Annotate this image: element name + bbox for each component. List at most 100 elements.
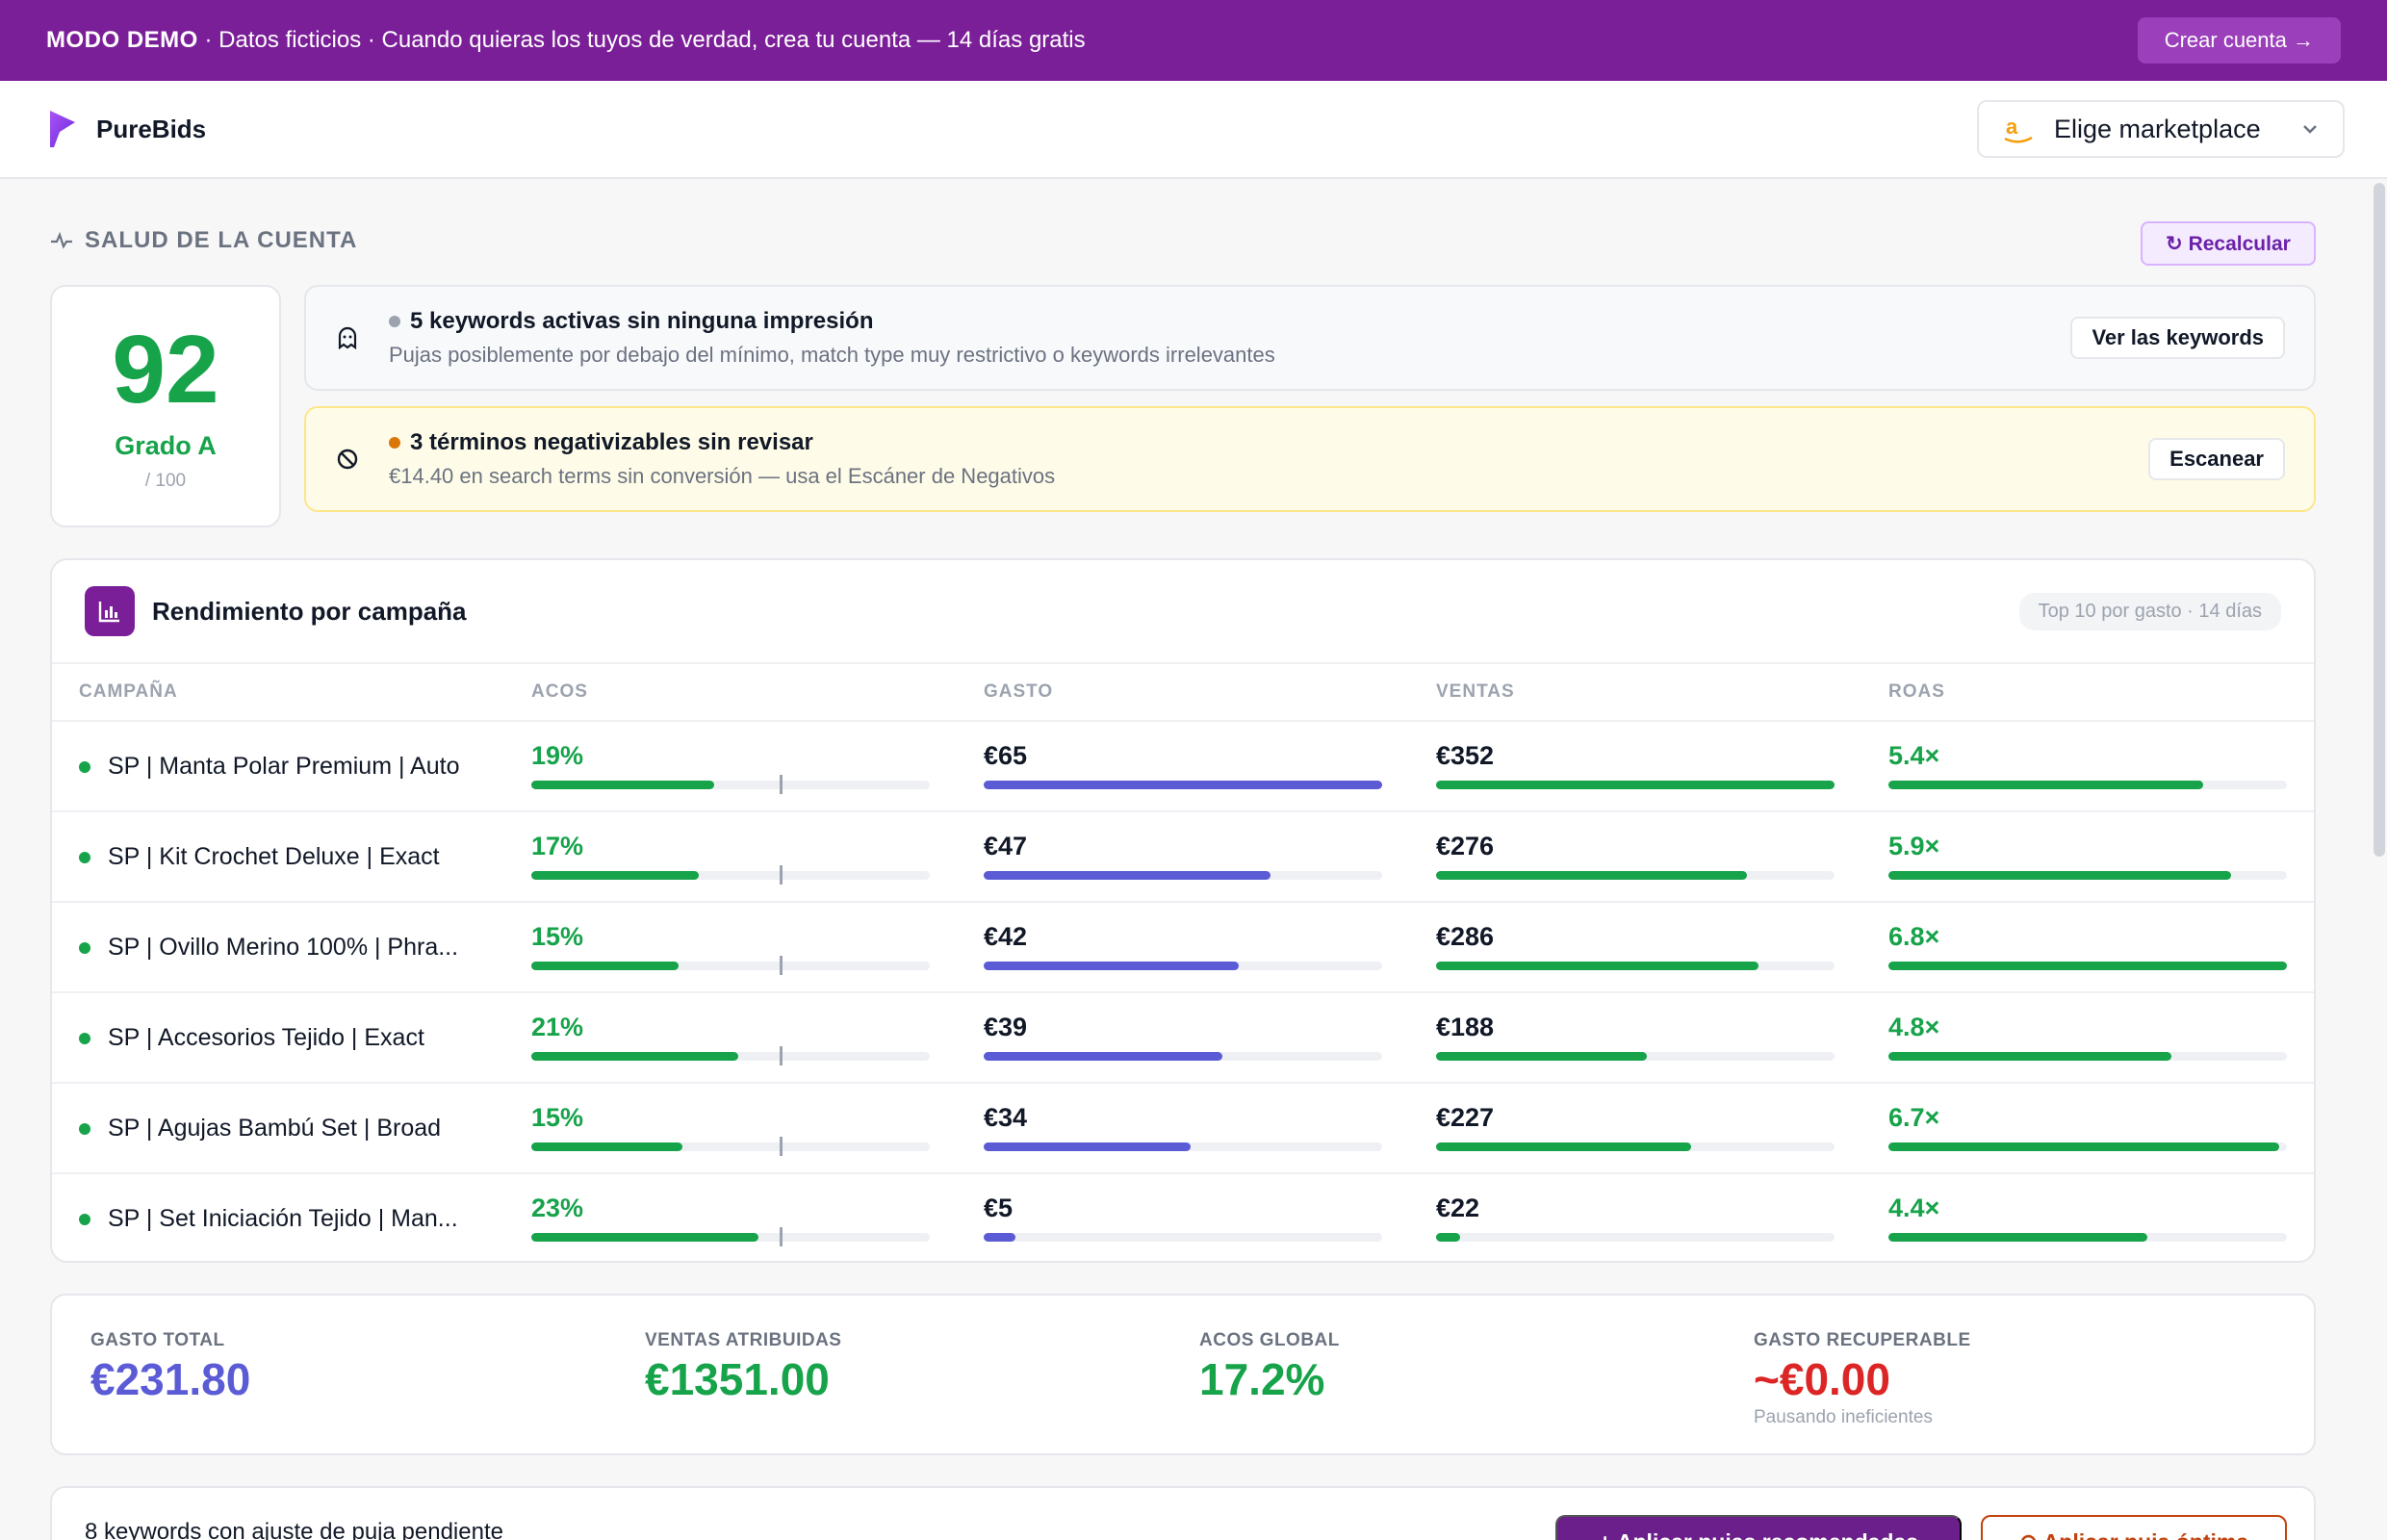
acos-target-marker	[780, 1046, 783, 1065]
campaign-name-cell[interactable]: SP | Kit Crochet Deluxe | Exact	[79, 843, 440, 871]
apply-recommended-bids-button[interactable]: + Aplicar pujas recomendadas	[1555, 1515, 1962, 1540]
spend-value: €42	[984, 922, 1028, 951]
acos-bar-fill	[531, 1233, 758, 1242]
roas-cell: 4.4×	[1888, 1194, 2287, 1242]
kpi-label: VENTAS ATRIBUIDAS	[645, 1330, 842, 1350]
spend-bar	[984, 1142, 1382, 1151]
apply-optimal-bid-button[interactable]: ⊙ Aplicar puja óptima	[1981, 1515, 2287, 1540]
roas-bar	[1888, 1233, 2287, 1242]
spend-cell: €47	[984, 832, 1382, 880]
column-header-spend[interactable]: GASTO	[984, 681, 1054, 702]
demo-banner: MODO DEMO · Datos ficticios · Cuando qui…	[0, 0, 2387, 81]
acos-bar	[531, 956, 930, 975]
view-keywords-button[interactable]: Ver las keywords	[2070, 317, 2285, 359]
spend-cell: €5	[984, 1194, 1382, 1242]
demo-banner-text: MODO DEMO · Datos ficticios · Cuando qui…	[46, 27, 1086, 54]
marketplace-label: Elige marketplace	[2054, 114, 2261, 143]
roas-bar-fill	[1888, 871, 2232, 880]
column-header-acos[interactable]: ACOS	[531, 681, 588, 702]
create-account-button[interactable]: Crear cuenta →	[2137, 17, 2341, 64]
spend-bar	[984, 781, 1382, 789]
alert-description: Pujas posiblemente por debajo del mínimo…	[389, 343, 1275, 367]
table-row[interactable]: SP | Manta Polar Premium | Auto 19% €65 €35…	[52, 722, 2314, 812]
roas-bar-fill	[1888, 962, 2287, 970]
campaign-name: SP | Agujas Bambú Set | Broad	[108, 1115, 442, 1142]
table-row[interactable]: SP | Ovillo Merino 100% | Phra... 15% €42 €…	[52, 903, 2314, 993]
spend-cell: €65	[984, 741, 1382, 789]
recalculate-button[interactable]: ↻ Recalcular	[2141, 221, 2316, 266]
spend-bar-fill	[984, 1052, 1223, 1061]
kpi-summary: GASTO TOTAL €231.80 VENTAS ATRIBUIDAS €1…	[50, 1294, 2316, 1455]
roas-bar	[1888, 781, 2287, 789]
sales-bar-fill	[1436, 1233, 1460, 1242]
svg-text:a: a	[2006, 115, 2018, 139]
sales-bar	[1436, 962, 1835, 970]
pending-bids-panel: 8 keywords con ajuste de puja pendiente …	[50, 1486, 2316, 1540]
page-scrollbar[interactable]	[2374, 183, 2385, 857]
campaign-performance-panel: Rendimiento por campaña Top 10 por gasto…	[50, 558, 2316, 1263]
roas-value: 4.4×	[1888, 1194, 1940, 1222]
sales-bar-fill	[1436, 781, 1835, 789]
sales-value: €276	[1436, 832, 1495, 860]
marketplace-select[interactable]: a Elige marketplace	[1977, 100, 2345, 158]
roas-bar	[1888, 871, 2287, 880]
alert-title: 3 términos negativizables sin revisar	[410, 429, 813, 455]
spend-bar-fill	[984, 781, 1382, 789]
spend-bar-fill	[984, 1233, 1016, 1242]
roas-bar	[1888, 1142, 2287, 1151]
kpi-value: 17.2%	[1199, 1354, 1325, 1404]
sales-bar-fill	[1436, 871, 1747, 880]
roas-cell: 5.4×	[1888, 741, 2287, 789]
health-score: 92	[112, 316, 219, 424]
acos-bar	[531, 1046, 930, 1065]
acos-target-marker	[780, 775, 783, 794]
acos-value: 23%	[531, 1194, 584, 1222]
table-row[interactable]: SP | Set Iniciación Tejido | Man... 23% €5…	[52, 1174, 2314, 1261]
sales-value: €188	[1436, 1013, 1495, 1041]
app-header: PureBids a Elige marketplace	[0, 81, 2387, 179]
brand-logo[interactable]: PureBids	[46, 109, 206, 149]
spend-value: €5	[984, 1194, 1014, 1222]
campaign-name-cell[interactable]: SP | Manta Polar Premium | Auto	[79, 753, 459, 781]
column-header-campaign[interactable]: CAMPAÑA	[79, 681, 178, 702]
spend-value: €39	[984, 1013, 1028, 1041]
campaign-status-dot	[79, 1032, 90, 1044]
roas-cell: 5.9×	[1888, 832, 2287, 880]
roas-bar-fill	[1888, 1142, 2279, 1151]
kpi-label: GASTO TOTAL	[90, 1330, 225, 1350]
sales-bar	[1436, 1052, 1835, 1061]
bar-chart-icon	[85, 586, 135, 636]
table-row[interactable]: SP | Accesorios Tejido | Exact 21% €39 €188…	[52, 993, 2314, 1084]
kpi-label: GASTO RECUPERABLE	[1754, 1330, 1971, 1350]
demo-message: · Datos ficticios · Cuando quieras los t…	[197, 27, 1086, 53]
sales-cell: €286	[1436, 922, 1835, 970]
campaign-name-cell[interactable]: SP | Set Iniciación Tejido | Man...	[79, 1205, 458, 1233]
sales-bar	[1436, 871, 1835, 880]
scan-button[interactable]: Escanear	[2148, 438, 2285, 480]
health-title-text: SALUD DE LA CUENTA	[85, 227, 358, 253]
spend-bar	[984, 1052, 1382, 1061]
campaign-name-cell[interactable]: SP | Accesorios Tejido | Exact	[79, 1024, 424, 1052]
sales-cell: €227	[1436, 1103, 1835, 1151]
acos-target-marker	[780, 1137, 783, 1156]
table-row[interactable]: SP | Kit Crochet Deluxe | Exact 17% €47 €27…	[52, 812, 2314, 903]
column-header-sales[interactable]: VENTAS	[1436, 681, 1515, 702]
campaign-name-cell[interactable]: SP | Agujas Bambú Set | Broad	[79, 1115, 441, 1142]
campaign-name-cell[interactable]: SP | Ovillo Merino 100% | Phra...	[79, 934, 458, 962]
amazon-icon: a	[2004, 115, 2033, 143]
spend-cell: €42	[984, 922, 1382, 970]
roas-bar	[1888, 1052, 2287, 1061]
column-header-roas[interactable]: ROAS	[1888, 681, 1945, 702]
acos-value: 21%	[531, 1013, 584, 1041]
acos-cell: 23%	[531, 1194, 930, 1246]
purebids-logo-icon	[50, 111, 75, 147]
table-row[interactable]: SP | Agujas Bambú Set | Broad 15% €34 €227 6…	[52, 1084, 2314, 1174]
panel-title: Rendimiento por campaña	[152, 596, 467, 626]
sales-bar-fill	[1436, 1142, 1691, 1151]
acos-value: 19%	[531, 741, 584, 770]
pulse-icon	[51, 231, 72, 249]
demo-mode-label: MODO DEMO	[46, 27, 198, 53]
campaign-name: SP | Manta Polar Premium | Auto	[108, 753, 460, 780]
roas-value: 5.4×	[1888, 741, 1940, 770]
acos-bar	[531, 865, 930, 885]
